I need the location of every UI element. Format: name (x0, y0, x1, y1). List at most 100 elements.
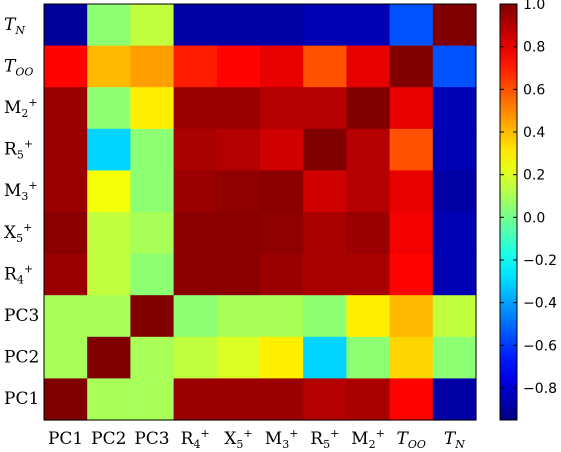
row-label-6: R4+ (4, 262, 33, 286)
heatmap-cell-r1-c3 (173, 45, 218, 88)
heatmap-cell-r1-c7 (346, 45, 391, 88)
row-label-4: M3+ (4, 179, 38, 203)
heatmap-cell-r0-c9 (432, 4, 477, 47)
heatmap-cell-r0-c7 (346, 4, 391, 47)
heatmap-cell-r2-c7 (346, 87, 391, 130)
colorbar-tick-label-1: 0.8 (523, 40, 545, 56)
heatmap-cell-r9-c0 (44, 378, 88, 421)
heatmap-cell-r6-c2 (130, 253, 175, 296)
colorbar-tick-label-3: 0.4 (523, 125, 545, 141)
heatmap-cell-r5-c8 (389, 212, 434, 255)
heatmap-cell-r0-c4 (216, 4, 261, 47)
heatmap-cell-r1-c0 (44, 45, 88, 88)
heatmap-cell-r1-c5 (260, 45, 304, 88)
heatmap-cell-r8-c7 (346, 336, 391, 379)
col-label-7: M2+ (351, 427, 385, 451)
heatmap-cell-r9-c6 (303, 378, 347, 421)
heatmap-cell-r5-c4 (216, 212, 261, 255)
heatmap-cell-r4-c7 (346, 170, 391, 213)
column-tick-labels: PC1 PC2 PC3 R4+ X5+ M3+ R5+ M2+ TOO TN (48, 427, 465, 451)
heatmap-cell-r3-c4 (216, 128, 261, 171)
colorbar-tick-label-5: 0.0 (523, 210, 545, 226)
heatmap-cell-r9-c7 (346, 378, 391, 421)
heatmap-cell-r4-c4 (216, 170, 261, 213)
col-label-8: TOO (397, 429, 426, 451)
heatmap-cell-r6-c3 (173, 253, 218, 296)
heatmap-cell-r8-c9 (432, 336, 477, 379)
heatmap-cell-r3-c7 (346, 128, 391, 171)
heatmap-cell-r4-c9 (432, 170, 477, 213)
heatmap-cell-r2-c5 (260, 87, 304, 130)
heatmap-cell-r5-c5 (260, 212, 304, 255)
heatmap-cell-r2-c9 (432, 87, 477, 130)
colorbar-tick-label-2: 0.6 (523, 82, 545, 98)
col-label-1: PC2 (91, 429, 126, 449)
heatmap-cell-r6-c1 (87, 253, 131, 296)
heatmap-cell-r6-c9 (432, 253, 477, 296)
heatmap-cell-r9-c4 (216, 378, 261, 421)
heatmap-cell-r0-c1 (87, 4, 131, 47)
heatmap-cell-r5-c6 (303, 212, 347, 255)
heatmap-cell-r0-c8 (389, 4, 434, 47)
heatmap-cell-r7-c9 (432, 295, 477, 338)
heatmap-cell-r7-c5 (260, 295, 304, 338)
colorbar-tick-label-7: −0.4 (523, 296, 557, 312)
heatmap-cell-r2-c3 (173, 87, 218, 130)
heatmap-cell-r3-c9 (432, 128, 477, 171)
heatmap-cell-r1-c1 (87, 45, 131, 88)
heatmap-cell-r2-c8 (389, 87, 434, 130)
row-label-1: TOO (4, 56, 33, 78)
heatmap-cell-r8-c0 (44, 336, 88, 379)
heatmap-cell-r4-c0 (44, 170, 88, 213)
heatmap-cell-r2-c1 (87, 87, 131, 130)
heatmap-cell-r2-c4 (216, 87, 261, 130)
heatmap-cell-r9-c5 (260, 378, 304, 421)
colorbar-ticks: 1.0 0.8 0.6 0.4 0.2 0.0 −0.2 −0.4 −0.6 −0.8 (500, 0, 557, 397)
heatmap-cell-r6-c5 (260, 253, 304, 296)
heatmap-cell-r9-c1 (87, 378, 131, 421)
heatmap-cell-r5-c9 (432, 212, 477, 255)
heatmap-cell-r3-c0 (44, 128, 88, 171)
row-label-7: PC3 (4, 306, 39, 326)
heatmap-cell-r4-c5 (260, 170, 304, 213)
heatmap-cell-r3-c6 (303, 128, 347, 171)
colorbar (499, 3, 518, 421)
colorbar-tick-label-4: 0.2 (523, 168, 545, 184)
row-label-3: R5+ (4, 138, 33, 162)
heatmap-cell-r7-c6 (303, 295, 347, 338)
colorbar-tick-label-0: 1.0 (523, 0, 545, 13)
heatmap-cells (44, 4, 477, 421)
heatmap-cell-r7-c7 (346, 295, 391, 338)
heatmap-cell-r1-c4 (216, 45, 261, 88)
heatmap-cell-r4-c6 (303, 170, 347, 213)
heatmap-cell-r3-c2 (130, 128, 175, 171)
heatmap-cell-r3-c3 (173, 128, 218, 171)
heatmap-cell-r7-c2 (130, 295, 175, 338)
heatmap-cell-r1-c9 (432, 45, 477, 88)
colorbar-tick-label-6: −0.2 (523, 253, 557, 269)
heatmap-cell-r3-c5 (260, 128, 304, 171)
heatmap-cell-r7-c1 (87, 295, 131, 338)
heatmap-cell-r7-c0 (44, 295, 88, 338)
plot-frame (43, 3, 477, 421)
row-label-5: X5+ (4, 221, 32, 245)
col-label-6: R5+ (310, 427, 339, 451)
col-label-5: M3+ (265, 427, 299, 451)
heatmap-cell-r7-c8 (389, 295, 434, 338)
heatmap-cell-r8-c6 (303, 336, 347, 379)
heatmap-cell-r0-c3 (173, 4, 218, 47)
heatmap-cell-r0-c2 (130, 4, 175, 47)
heatmap-cell-r5-c1 (87, 212, 131, 255)
heatmap-cell-r4-c1 (87, 170, 131, 213)
heatmap-cell-r8-c5 (260, 336, 304, 379)
heatmap-cell-r9-c9 (432, 378, 477, 421)
heatmap-cell-r4-c2 (130, 170, 175, 213)
heatmap-cell-r8-c2 (130, 336, 175, 379)
heatmap-cell-r2-c0 (44, 87, 88, 130)
heatmap-cell-r5-c0 (44, 212, 88, 255)
col-label-4: X5+ (224, 427, 252, 451)
heatmap-cell-r9-c2 (130, 378, 175, 421)
col-label-0: PC1 (48, 429, 83, 449)
heatmap-cell-r8-c4 (216, 336, 261, 379)
